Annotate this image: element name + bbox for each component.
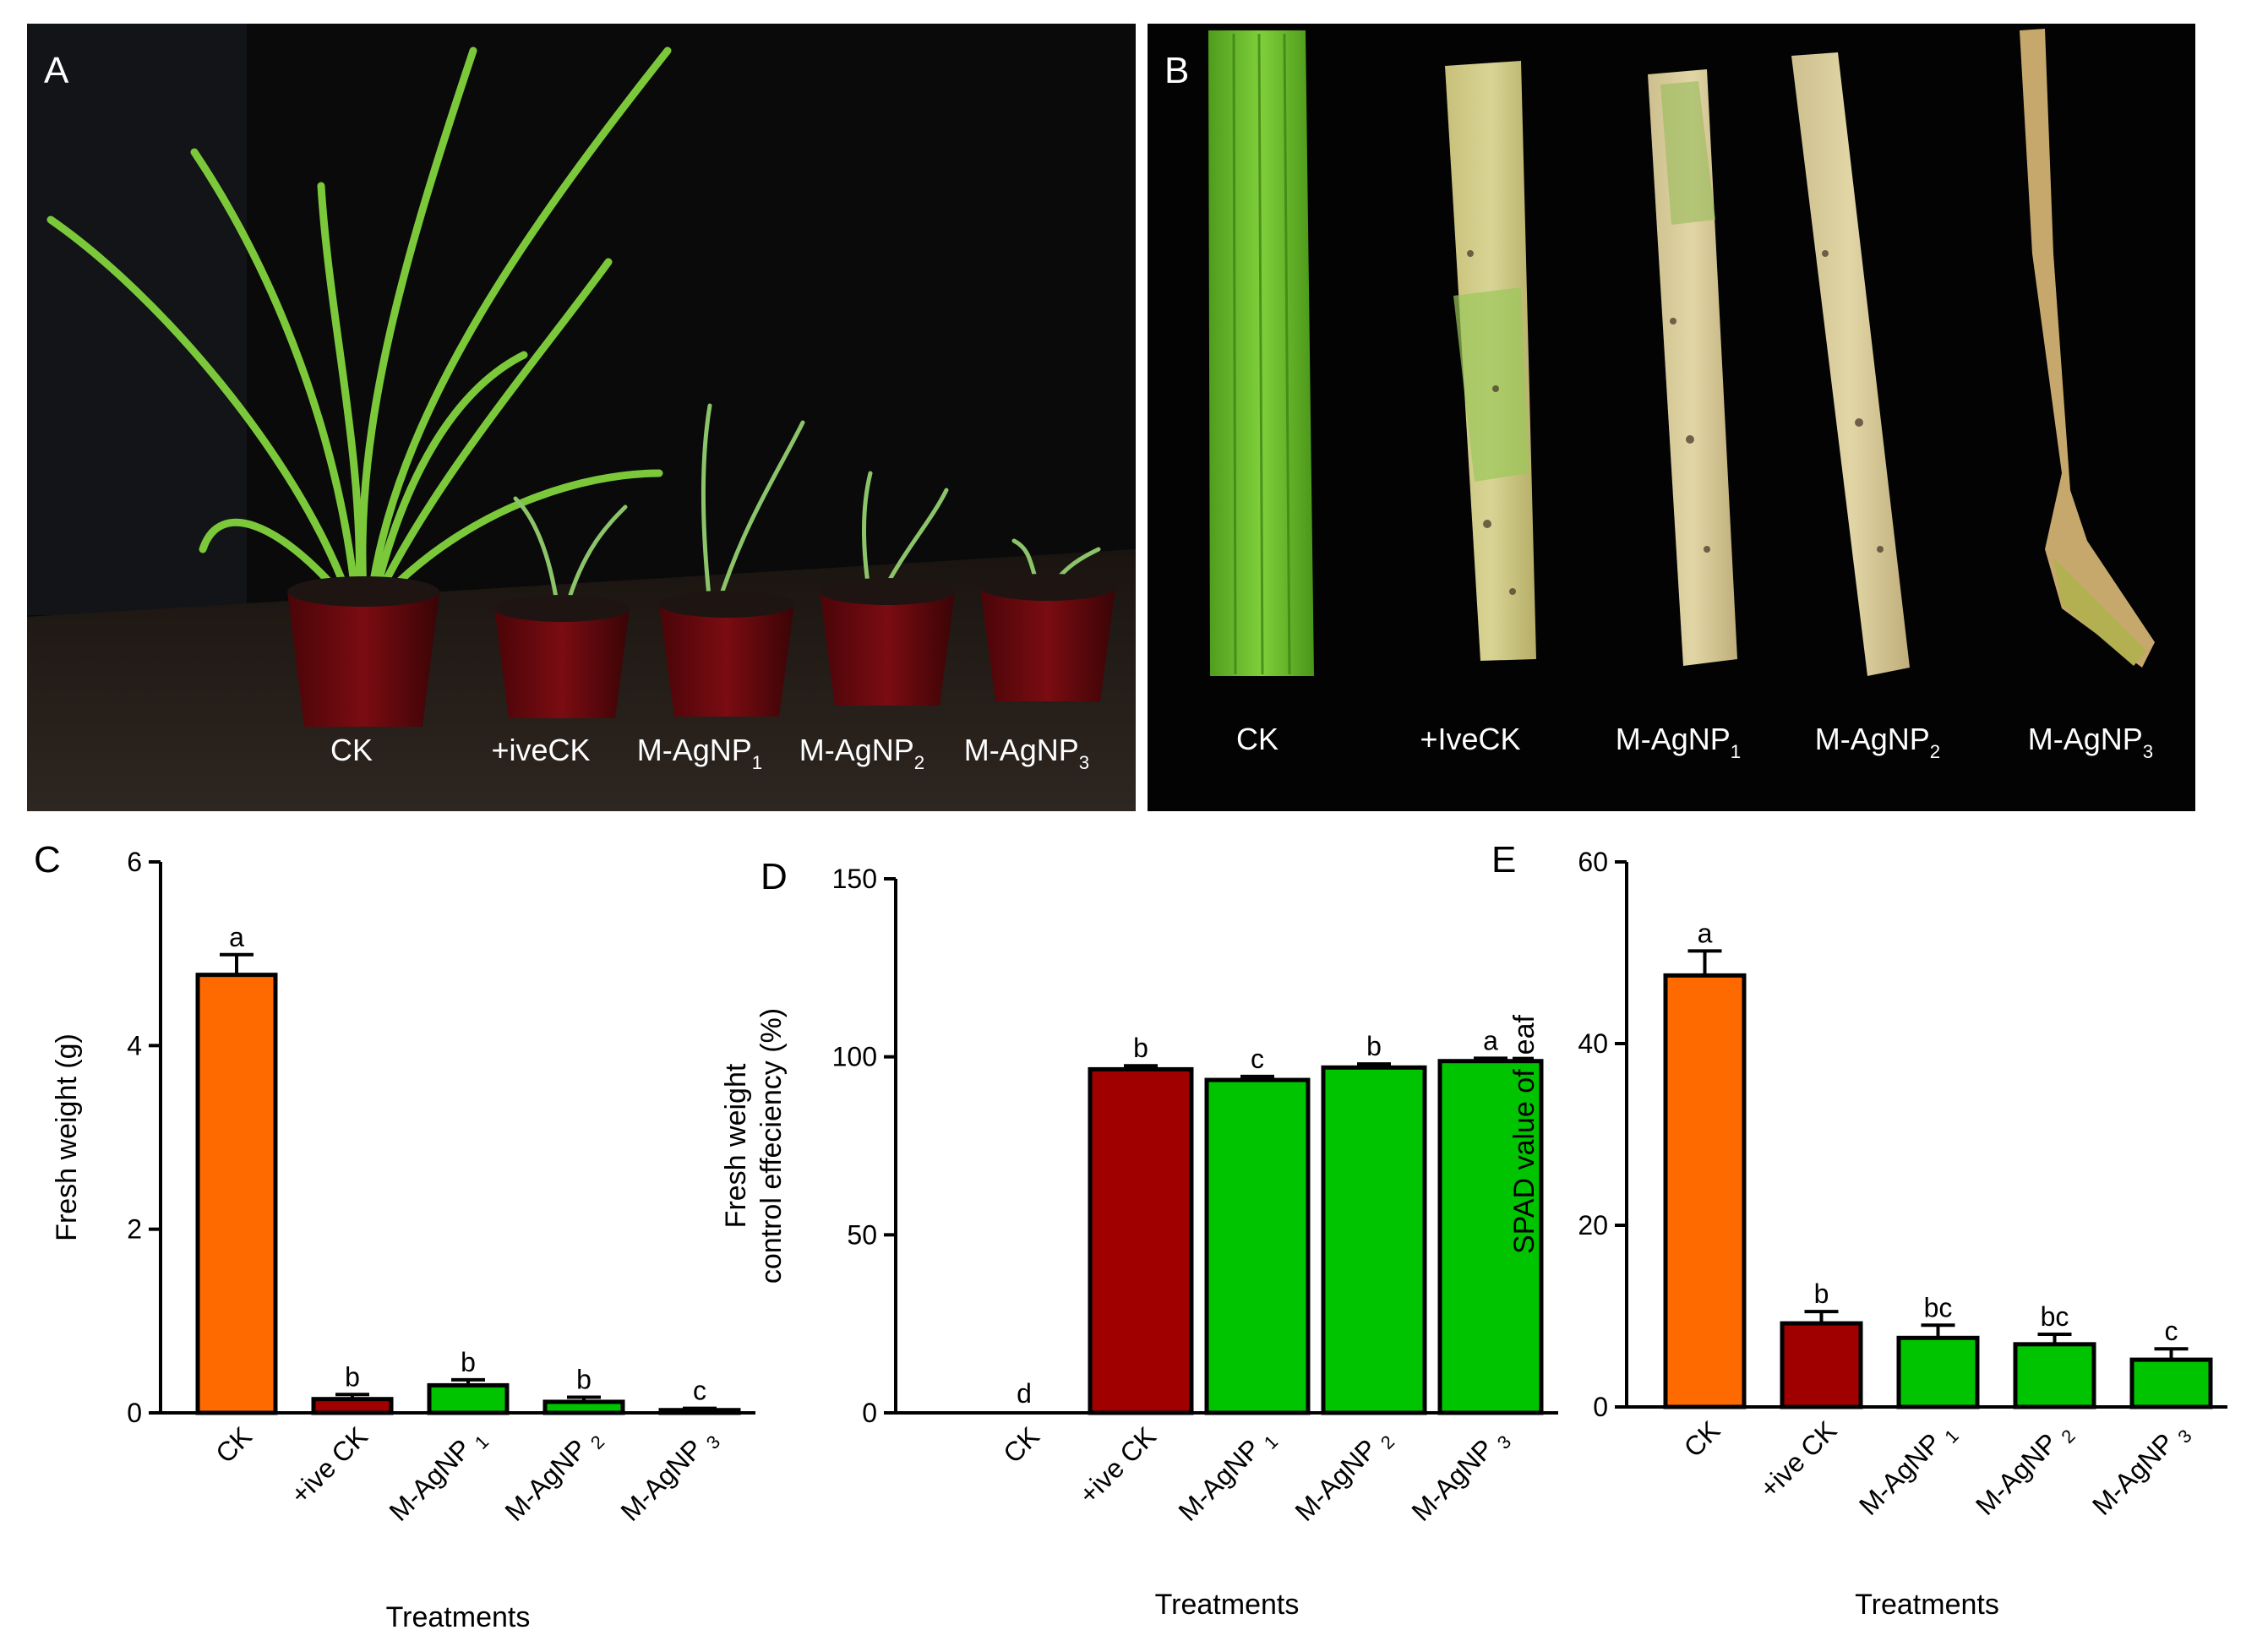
x-tick-label: M-AgNP 1 xyxy=(383,1420,493,1530)
bar xyxy=(542,1399,625,1415)
x-tick-label: M-AgNP 3 xyxy=(1405,1420,1515,1530)
bar xyxy=(311,1397,394,1415)
photo-label: +iveCK xyxy=(491,733,590,767)
significance-letter: bc xyxy=(2041,1301,2069,1332)
photo-label: M-AgNP2 xyxy=(799,733,924,773)
photo-label: CK xyxy=(1236,722,1278,756)
y-axis-title: SPAD value of leaf xyxy=(1508,1015,1540,1254)
x-tick-label: CK xyxy=(997,1420,1045,1469)
bar xyxy=(1663,973,1747,1409)
y-tick-label: 50 xyxy=(847,1219,877,1250)
panel-b-labels: CK +IveCK M-AgNP1 M-AgNP2 M-AgNP3 xyxy=(1236,722,2153,762)
y-tick-label: 100 xyxy=(832,1042,877,1072)
bar xyxy=(1088,1066,1194,1415)
photo-label: M-AgNP2 xyxy=(1815,722,1940,762)
panel-letter: D xyxy=(761,856,788,897)
x-tick-label: +ive CK xyxy=(1073,1420,1162,1509)
bar xyxy=(1204,1077,1311,1415)
leaf-m-agnp1 xyxy=(1648,69,1737,666)
bar xyxy=(1321,1065,1427,1415)
x-tick-label: M-AgNP 2 xyxy=(1970,1415,2080,1524)
significance-letter: c xyxy=(1251,1044,1264,1074)
bar xyxy=(1437,1059,1544,1415)
x-axis-title: Treatments xyxy=(1855,1589,1999,1621)
y-tick-label: 0 xyxy=(127,1398,142,1428)
pots xyxy=(287,574,1115,727)
x-tick-label: M-AgNP 1 xyxy=(1172,1420,1282,1530)
significance-letter: c xyxy=(2165,1316,2178,1346)
y-axis-title: Fresh weight xyxy=(720,1063,752,1228)
photo-label: M-AgNP1 xyxy=(1616,722,1741,762)
x-tick-label: CK xyxy=(210,1420,258,1469)
y-tick-label: 60 xyxy=(1578,847,1608,877)
significance-letter: b xyxy=(1366,1031,1382,1061)
y-tick-label: 40 xyxy=(1578,1028,1608,1059)
bar xyxy=(1780,1321,1863,1409)
bar xyxy=(1896,1335,1980,1409)
bar xyxy=(2013,1342,2096,1409)
x-tick-label: M-AgNP 2 xyxy=(1289,1420,1398,1530)
significance-letter: b xyxy=(461,1347,476,1377)
photo-label: M-AgNP3 xyxy=(964,733,1089,773)
leaf-m-agnp3 xyxy=(2020,29,2155,668)
chart-d: D 0 50 100 150 d CK b +ive CK c M-AgNP 1 b M-AgNP 2 a… xyxy=(720,856,1558,1621)
y-tick-label: 6 xyxy=(127,847,142,877)
x-tick-label: CK xyxy=(1678,1415,1726,1463)
y-tick-label: 20 xyxy=(1578,1210,1608,1240)
y-axis-title: Fresh weight (g) xyxy=(51,1033,83,1241)
plant-ck xyxy=(46,46,672,596)
y-tick-label: 150 xyxy=(832,864,877,894)
x-axis-title: Treatments xyxy=(386,1601,531,1633)
panel-a-letter: A xyxy=(44,50,69,91)
y-axis-title-line2: control effeciency (%) xyxy=(755,1008,788,1284)
significance-letter: b xyxy=(1814,1278,1829,1309)
bar xyxy=(427,1382,510,1415)
panel-b-letter: B xyxy=(1164,50,1189,91)
photo-label: M-AgNP1 xyxy=(637,733,762,773)
significance-letter: b xyxy=(1133,1033,1148,1063)
panel-letter: E xyxy=(1491,839,1516,880)
y-tick-label: 0 xyxy=(1593,1392,1608,1422)
photo-label: CK xyxy=(330,733,373,767)
x-tick-label: +ive CK xyxy=(1753,1415,1842,1503)
significance-letter: a xyxy=(229,922,244,952)
chart-e: E 0 20 40 60 a CK b +ive CK bc M-AgNP 1 bc M-AgNP 2 c… xyxy=(1491,839,2227,1621)
significance-letter: bc xyxy=(1924,1292,1953,1322)
x-tick-label: M-AgNP 1 xyxy=(1853,1415,1963,1524)
x-tick-label: +ive CK xyxy=(285,1420,373,1509)
chart-c: C 0 2 4 6 a CK b +ive CK b M-AgNP 1 b M-AgNP 2 c M-AgN… xyxy=(34,839,755,1633)
x-tick-label: M-AgNP 2 xyxy=(499,1420,608,1530)
significance-letter: a xyxy=(1698,918,1713,948)
significance-letter: b xyxy=(576,1365,592,1395)
bar xyxy=(2129,1357,2213,1409)
photo-label: M-AgNP3 xyxy=(2028,722,2153,762)
panel-a-photo: A CK +iveCK M-AgNP1 M-AgNP2 M-AgNP3 xyxy=(27,24,1136,811)
bar xyxy=(658,1408,741,1415)
y-tick-label: 2 xyxy=(127,1214,142,1245)
significance-letter: a xyxy=(1483,1025,1498,1055)
y-tick-label: 0 xyxy=(862,1398,877,1428)
x-tick-label: M-AgNP 3 xyxy=(614,1420,724,1530)
panel-b-photo: B CK +IveCK M-AgNP1 M-AgNP2 M-AgNP3 xyxy=(1148,24,2195,811)
y-tick-label: 4 xyxy=(127,1030,142,1060)
significance-letter: b xyxy=(345,1361,360,1392)
photo-label: +IveCK xyxy=(1420,722,1520,756)
significance-letter: d xyxy=(1017,1378,1032,1409)
leaf-m-agnp2 xyxy=(1791,52,1910,676)
panel-letter: C xyxy=(34,839,61,880)
significance-letter: c xyxy=(693,1376,706,1406)
x-axis-title: Treatments xyxy=(1155,1589,1300,1621)
bar xyxy=(195,973,278,1415)
x-tick-label: M-AgNP 3 xyxy=(2086,1415,2196,1524)
panel-a-labels: CK +iveCK M-AgNP1 M-AgNP2 M-AgNP3 xyxy=(330,733,1089,773)
